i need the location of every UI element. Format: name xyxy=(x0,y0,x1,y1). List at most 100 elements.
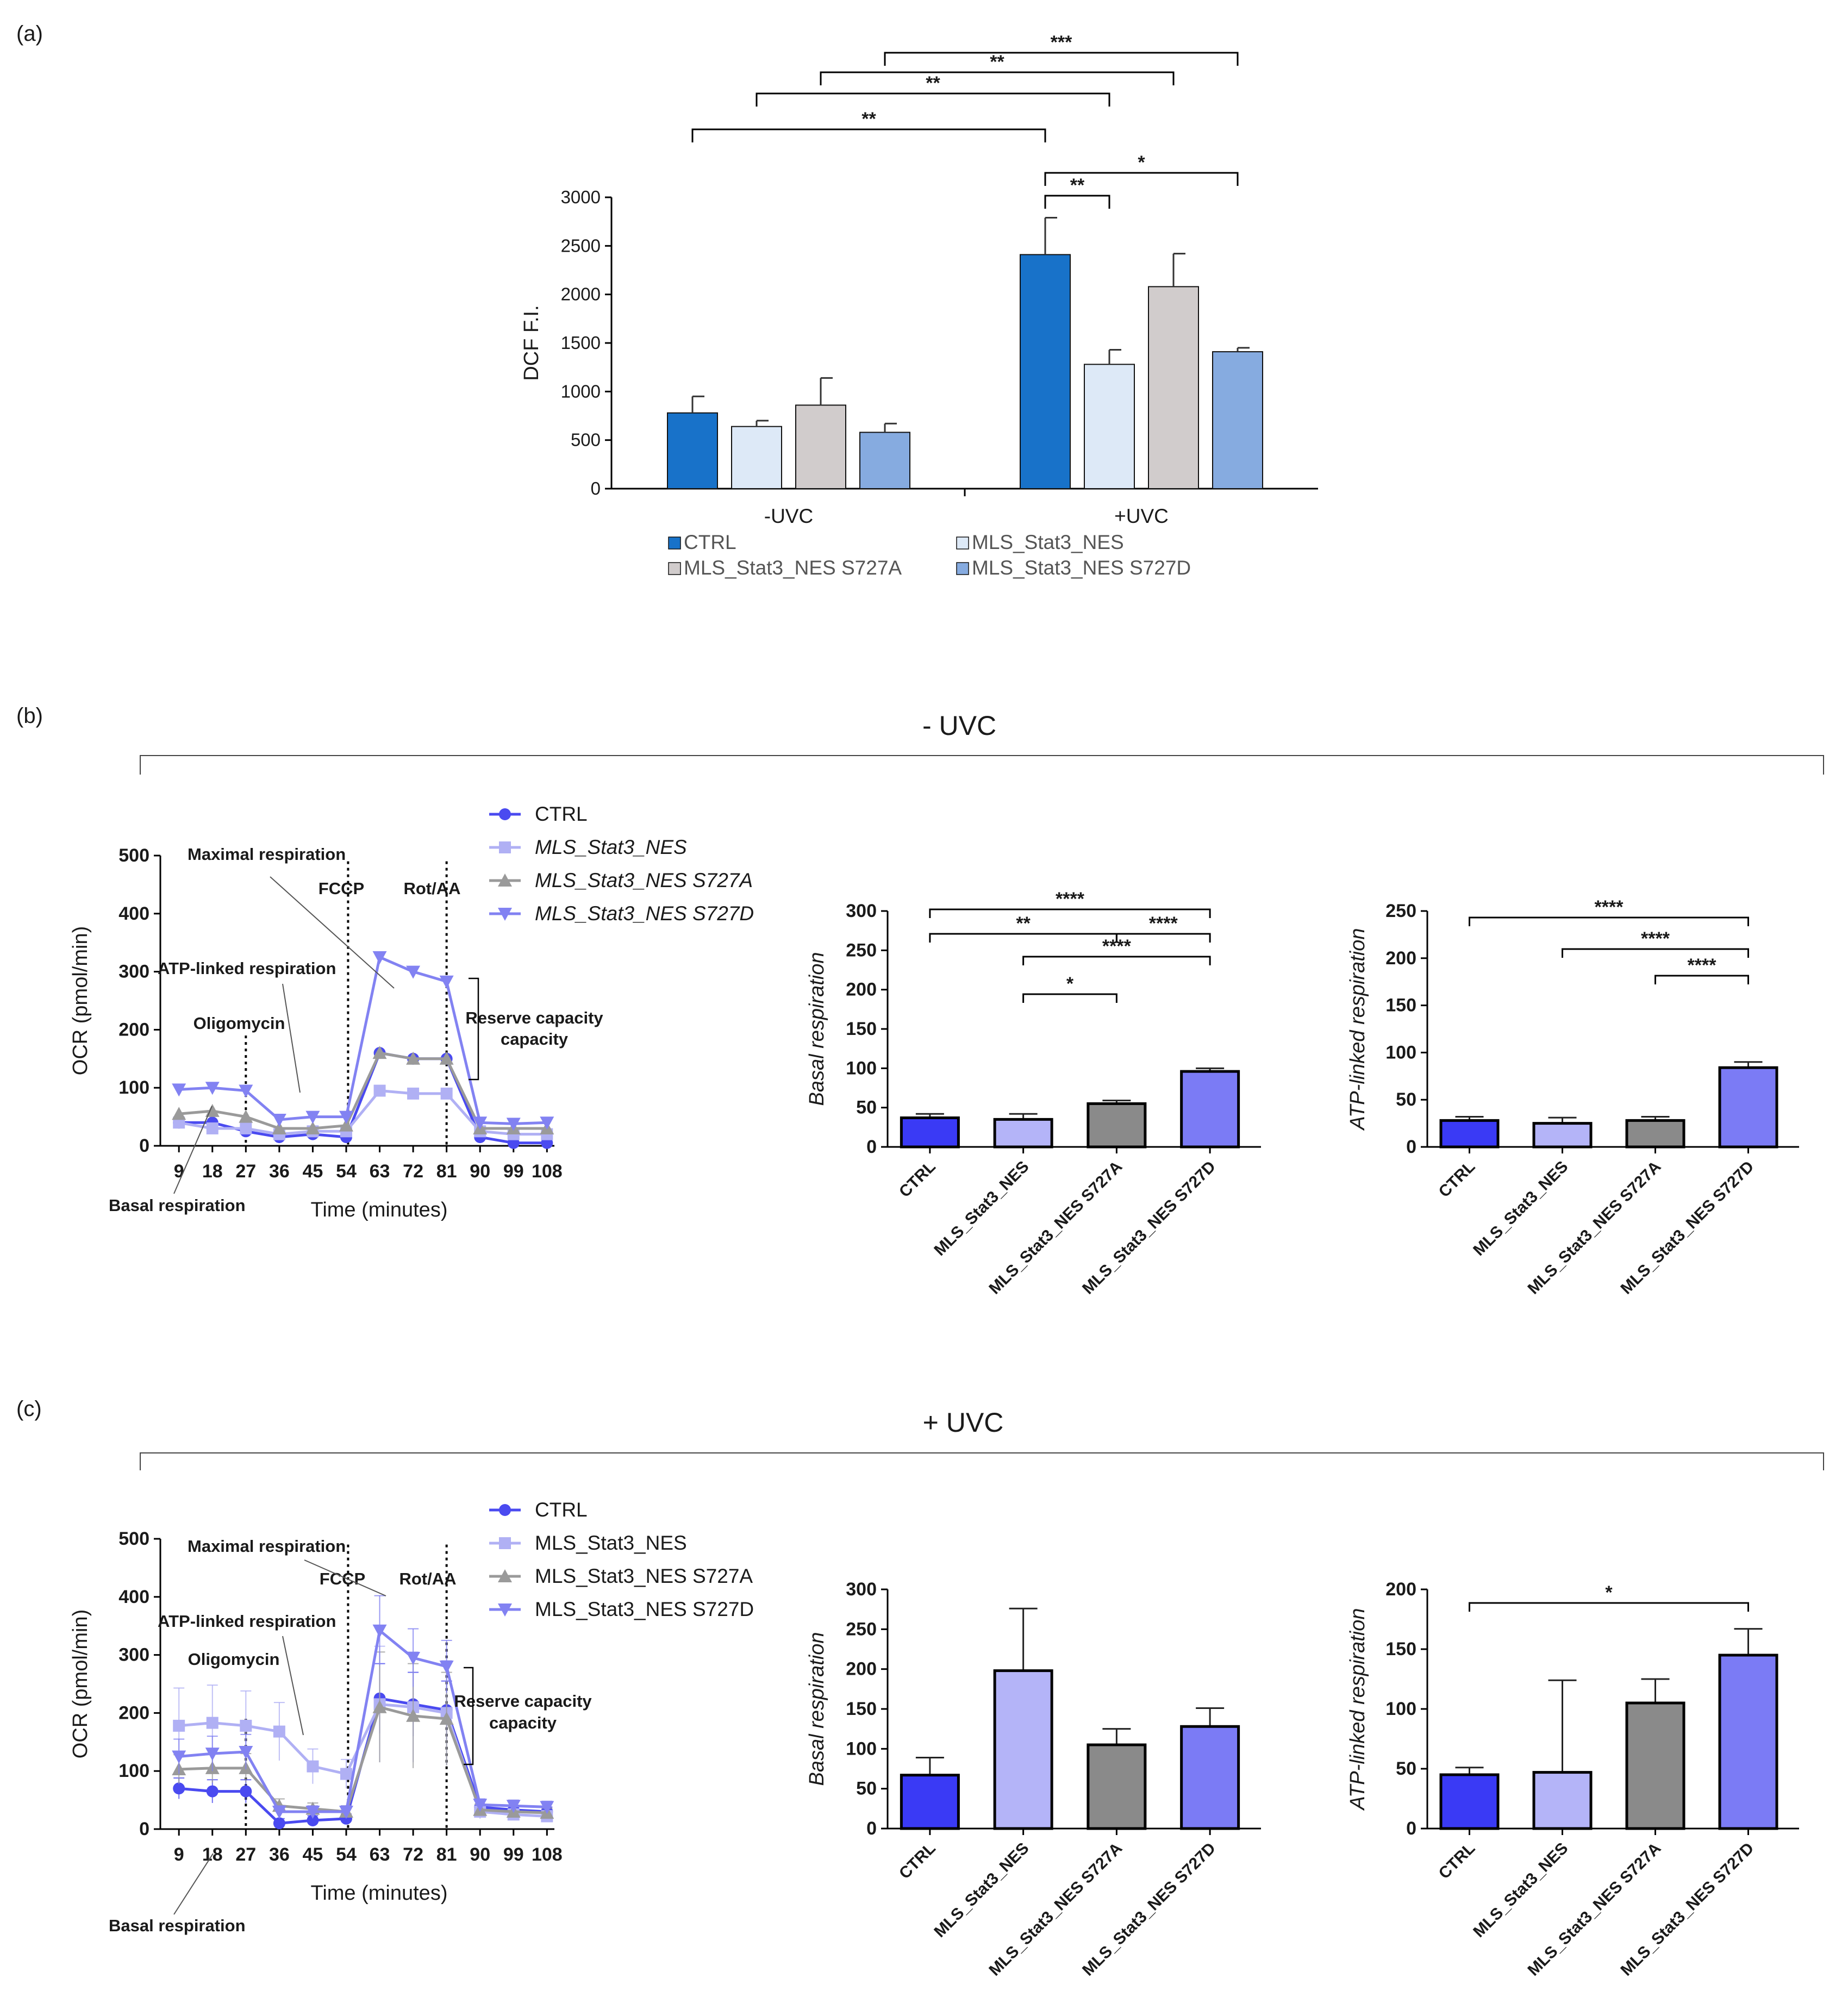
b-ocr-marker xyxy=(172,1107,186,1120)
c-ocr-x-tick-label: 45 xyxy=(303,1844,323,1865)
c-basal-y-tick-label: 250 xyxy=(846,1619,877,1639)
condition-bracket-c xyxy=(140,1452,1824,1470)
a-legend-swatch xyxy=(668,562,681,575)
c-atp-bar xyxy=(1532,1771,1593,1830)
c-ocr-annotation-pointer xyxy=(282,1636,304,1736)
b-basal-significance-bracket xyxy=(1022,993,1117,1003)
c-basal-y-tick-label: 150 xyxy=(846,1699,877,1719)
b-atp-y-tick-label: 50 xyxy=(1396,1089,1416,1110)
c-ocr-y-tick-label: 300 xyxy=(118,1645,149,1665)
b-ocr-marker xyxy=(172,1083,186,1097)
a-significance-bracket xyxy=(756,92,1110,107)
b-basal-y-tick-label: 200 xyxy=(846,979,877,1000)
c-ocr-marker xyxy=(406,1708,421,1722)
b-ocr-marker xyxy=(239,1084,253,1098)
c-ocr-annotation: Oligomycin xyxy=(188,1650,280,1669)
a-significance-label: *** xyxy=(1051,32,1072,53)
b-atp-significance-bracket xyxy=(1562,948,1749,958)
b-ocr-x-tick-label: 18 xyxy=(202,1161,223,1182)
condition-title-c: + UVC xyxy=(923,1407,1004,1438)
b-ocr-y-tick-label: 100 xyxy=(118,1077,149,1098)
a-legend-label: MLS_Stat3_NES S727D xyxy=(972,557,1191,579)
c-ocr-marker xyxy=(240,1719,252,1732)
c-atp-significance-label: * xyxy=(1605,1582,1613,1603)
c-basal-bar xyxy=(900,1774,960,1830)
b-ocr-x-tick-label: 45 xyxy=(303,1161,323,1182)
b-atp-y-tick-label: 100 xyxy=(1385,1042,1416,1063)
a-significance-label: ** xyxy=(1070,175,1085,196)
b-ocr-legend-label: MLS_Stat3_NES S727D xyxy=(535,902,754,925)
panel-label-a: (a) xyxy=(16,22,43,46)
c-ocr-annotation: FCCP xyxy=(320,1569,365,1588)
a-significance-bracket xyxy=(1044,172,1239,186)
c-ocr-marker xyxy=(272,1805,286,1819)
b-atp-bar xyxy=(1625,1119,1685,1149)
c-basal-y-axis-label: Basal respiration xyxy=(806,1632,828,1786)
b-atp-significance-label: **** xyxy=(1641,928,1670,949)
b-basal-significance-bracket xyxy=(1115,933,1211,943)
b-basal-category-label: CTRL xyxy=(896,1158,939,1201)
a-y-tick-label: 1500 xyxy=(561,333,601,353)
c-ocr-legend-label: MLS_Stat3_NES S727D xyxy=(535,1598,754,1620)
c-ocr-marker xyxy=(499,1504,511,1516)
c-ocr-marker xyxy=(439,1660,454,1674)
c-ocr-marker xyxy=(206,1717,218,1729)
c-ocr-legend-label: MLS_Stat3_NES xyxy=(535,1532,687,1554)
b-ocr-x-tick-label: 36 xyxy=(269,1161,290,1182)
a-legend-swatch xyxy=(956,562,969,575)
c-ocr-marker xyxy=(406,1651,421,1665)
b-ocr-x-tick-label: 81 xyxy=(436,1161,457,1182)
c-ocr-marker xyxy=(498,1569,512,1582)
c-ocr-x-tick-label: 72 xyxy=(403,1844,423,1865)
b-basal-significance-label: **** xyxy=(1056,889,1085,909)
b-basal-category-label: MLS_Stat3_NES xyxy=(931,1158,1032,1259)
b-ocr-annotation-pointer xyxy=(173,1106,213,1194)
c-ocr-marker xyxy=(540,1801,554,1814)
b-basal-significance-label: **** xyxy=(1102,936,1132,957)
a-bar xyxy=(859,432,910,490)
chart-a-dcf: 0 500 1000 1500 2000 2500 3000 DCF F.I. -UVC +UVC… xyxy=(520,32,1318,579)
a-bar xyxy=(1212,351,1263,490)
c-ocr-annotation: Rot/AA xyxy=(399,1569,456,1588)
b-ocr-marker xyxy=(272,1121,286,1134)
c-ocr-annotation: ATP-linked respiration xyxy=(158,1612,336,1631)
c-atp-y-tick-label: 150 xyxy=(1385,1639,1416,1659)
b-ocr-y-tick-label: 0 xyxy=(139,1135,149,1156)
b-atp-significance-label: **** xyxy=(1595,897,1624,918)
c-ocr-marker xyxy=(439,1712,454,1725)
c-atp-significance-bracket xyxy=(1469,1602,1749,1612)
chart-b-basal-respiration: 0 50 100 150 200 250 300 Basal respiration CTRLM… xyxy=(806,889,1261,1298)
a-y-tick-label: 1000 xyxy=(561,381,601,401)
c-ocr-y-tick-label: 500 xyxy=(118,1528,149,1549)
c-ocr-marker xyxy=(240,1785,252,1798)
c-basal-y-tick-label: 100 xyxy=(846,1738,877,1759)
b-ocr-marker xyxy=(372,951,387,964)
b-ocr-annotation: Reserve capacity xyxy=(465,1008,603,1027)
c-basal-category-label: CTRL xyxy=(896,1839,939,1883)
a-y-tick-label: 2500 xyxy=(561,235,601,255)
b-ocr-y-axis-label: OCR (pmol/min) xyxy=(69,926,92,1075)
b-atp-y-axis-label: ATP-linked respiration xyxy=(1346,928,1369,1131)
c-atp-bar xyxy=(1718,1654,1778,1830)
c-ocr-x-tick-label: 36 xyxy=(269,1844,290,1865)
c-ocr-annotation: Basal respiration xyxy=(109,1916,246,1935)
b-ocr-x-tick-label: 90 xyxy=(470,1161,490,1182)
a-bar xyxy=(795,404,846,490)
a-y-tick-label: 3000 xyxy=(561,187,601,207)
b-ocr-marker xyxy=(498,908,512,921)
b-ocr-y-tick-label: 300 xyxy=(118,962,149,982)
chart-c-basal-respiration: 0 50 100 150 200 250 300 Basal respiration CTRLM… xyxy=(806,1579,1261,1980)
c-ocr-x-tick-label: 81 xyxy=(436,1844,457,1865)
b-atp-bar xyxy=(1439,1119,1500,1149)
a-bar xyxy=(1084,364,1135,489)
c-ocr-x-tick-label: 54 xyxy=(336,1844,357,1865)
c-ocr-annotation-pointer xyxy=(173,1853,214,1915)
b-ocr-x-tick-label: 9 xyxy=(174,1161,184,1182)
b-basal-y-tick-label: 50 xyxy=(856,1097,877,1118)
b-ocr-annotation: FCCP xyxy=(319,879,364,898)
c-ocr-legend-label: MLS_Stat3_NES S727A xyxy=(535,1565,753,1587)
c-ocr-y-tick-label: 200 xyxy=(118,1702,149,1723)
b-atp-bar xyxy=(1532,1122,1593,1149)
b-ocr-x-tick-label: 27 xyxy=(235,1161,256,1182)
